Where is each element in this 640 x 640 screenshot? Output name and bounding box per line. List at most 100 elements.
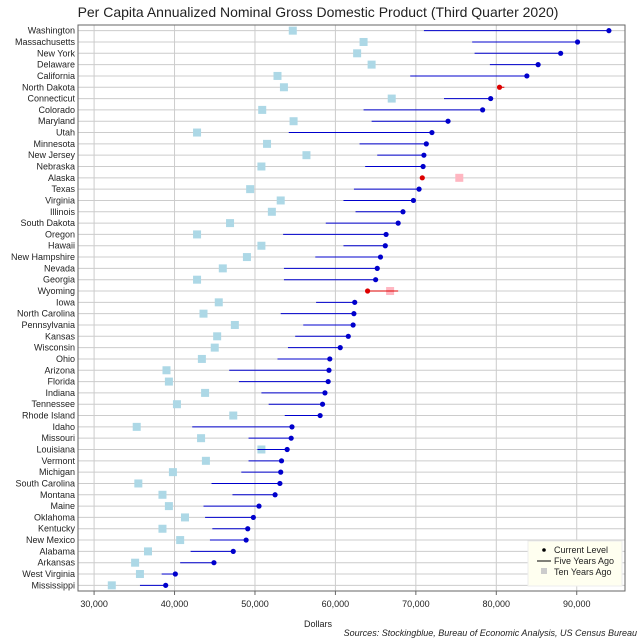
legend-ten-year-label: Ten Years Ago <box>554 567 612 577</box>
ten-years-ago-marker <box>164 377 173 386</box>
ten-years-ago-marker <box>267 207 276 216</box>
current-level-point <box>352 299 358 305</box>
ten-years-ago-marker <box>201 456 210 465</box>
current-level-point <box>345 333 351 339</box>
state-label: Ohio <box>56 354 75 364</box>
current-level-point <box>327 356 333 362</box>
current-level-point <box>243 537 249 543</box>
current-level-point <box>400 209 406 215</box>
ten-years-ago-marker <box>158 490 167 499</box>
legend-five-year-label: Five Years Ago <box>554 556 614 566</box>
current-level-point <box>419 175 425 181</box>
current-level-point <box>278 469 284 475</box>
ten-years-ago-marker <box>246 185 255 194</box>
current-level-point <box>230 548 236 554</box>
current-level-point <box>350 322 356 328</box>
state-label: Oklahoma <box>34 512 75 522</box>
x-tick-label: 40,000 <box>161 599 189 609</box>
current-level-point <box>558 50 564 56</box>
current-level-point <box>364 288 371 294</box>
ten-years-ago-marker <box>276 196 285 205</box>
state-label: Rhode Island <box>22 411 75 421</box>
ten-years-ago-marker <box>263 139 272 148</box>
current-level-point <box>395 220 401 226</box>
state-label: Maine <box>50 501 75 511</box>
current-level-point <box>423 141 429 147</box>
state-label: North Carolina <box>17 309 75 319</box>
ten-years-ago-marker <box>193 128 202 137</box>
current-level-point <box>429 129 435 136</box>
ten-years-ago-marker <box>367 60 376 69</box>
ten-years-ago-marker <box>197 354 206 363</box>
x-tick-label: 90,000 <box>563 599 591 609</box>
current-level-point <box>496 84 503 90</box>
state-label: Tennessee <box>31 399 75 409</box>
state-label: Kansas <box>45 331 76 341</box>
state-label: Alaska <box>48 173 75 183</box>
state-label: Mississippi <box>31 580 75 590</box>
state-label: Illinois <box>50 207 76 217</box>
state-label: New Jersey <box>28 150 76 160</box>
current-level-point <box>172 571 178 577</box>
ten-years-ago-marker <box>193 275 202 284</box>
state-label: Louisiana <box>36 445 75 455</box>
legend-current-marker <box>542 548 546 552</box>
ten-years-ago-marker <box>213 332 222 341</box>
state-label: Michigan <box>39 467 75 477</box>
legend-ten-year-marker <box>541 568 547 574</box>
current-level-point <box>325 378 331 385</box>
current-level-point <box>272 492 278 498</box>
x-tick-label: 60,000 <box>322 599 350 609</box>
state-label: North Dakota <box>22 82 75 92</box>
state-label: Georgia <box>43 275 75 285</box>
x-tick-label: 50,000 <box>241 599 269 609</box>
current-level-point <box>420 163 426 170</box>
state-label: Montana <box>40 490 75 500</box>
state-label: Nebraska <box>36 162 75 172</box>
ten-years-ago-marker <box>172 400 181 409</box>
current-level-point <box>382 243 388 249</box>
ten-years-ago-marker <box>210 343 219 352</box>
current-level-point <box>288 435 294 441</box>
current-level-point <box>524 73 530 79</box>
state-label: Wisconsin <box>34 343 75 353</box>
x-tick-label: 30,000 <box>80 599 108 609</box>
ten-years-ago-marker <box>257 162 266 171</box>
state-label: Vermont <box>41 456 75 466</box>
state-label: Massachusetts <box>15 37 76 47</box>
current-level-point <box>319 401 326 407</box>
data-marks <box>107 26 612 590</box>
current-level-point <box>374 265 380 271</box>
gridlines <box>78 25 625 595</box>
current-level-point <box>278 458 285 464</box>
ten-years-ago-marker <box>132 422 141 431</box>
x-tick-label: 70,000 <box>402 599 430 609</box>
state-label: Hawaii <box>48 241 75 251</box>
current-level-point <box>488 95 494 102</box>
current-level-point <box>416 186 422 192</box>
current-level-point <box>211 560 217 566</box>
state-label: Arkansas <box>37 558 75 568</box>
ten-years-ago-marker <box>158 524 167 533</box>
ten-years-ago-marker <box>387 94 396 103</box>
current-level-point <box>410 197 417 204</box>
state-label: Kentucky <box>38 524 76 534</box>
ten-years-ago-marker <box>201 388 210 397</box>
state-label: South Carolina <box>15 478 75 488</box>
current-level-point <box>377 254 384 260</box>
current-level-point <box>373 277 379 283</box>
state-label: Idaho <box>52 422 75 432</box>
ten-years-ago-marker <box>162 366 171 375</box>
ten-years-ago-marker <box>359 37 368 46</box>
current-level-point <box>256 503 262 509</box>
current-level-point <box>574 39 581 45</box>
state-label: Colorado <box>38 105 75 115</box>
state-label: Delaware <box>37 60 75 70</box>
state-label: New Mexico <box>26 535 75 545</box>
ten-years-ago-marker <box>135 570 144 579</box>
source-note: Sources: Stockingblue, Bureau of Economi… <box>344 628 637 638</box>
ten-years-ago-marker <box>353 49 362 58</box>
state-label: South Dakota <box>20 218 75 228</box>
ten-years-ago-marker <box>279 83 288 92</box>
